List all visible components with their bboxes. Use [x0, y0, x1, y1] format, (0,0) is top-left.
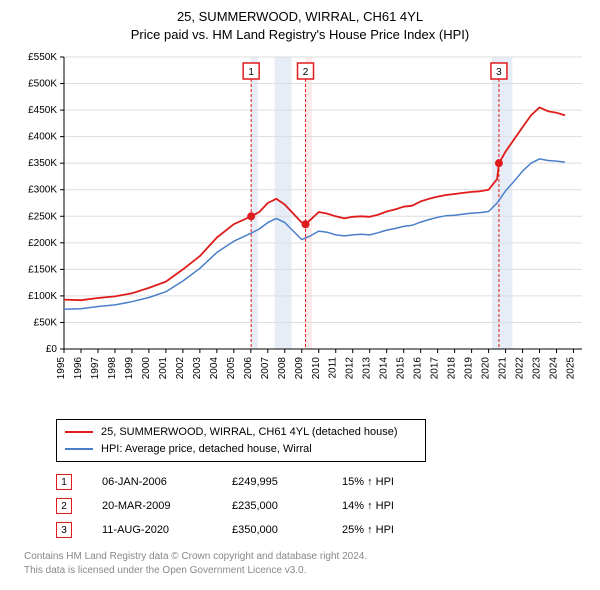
title-block: 25, SUMMERWOOD, WIRRAL, CH61 4YL Price p… — [12, 8, 588, 43]
svg-text:£350K: £350K — [28, 158, 57, 169]
event-price: £235,000 — [232, 500, 312, 512]
svg-text:2002: 2002 — [175, 357, 186, 380]
legend-swatch — [65, 448, 93, 450]
svg-text:1995: 1995 — [56, 357, 67, 380]
legend-item: 25, SUMMERWOOD, WIRRAL, CH61 4YL (detach… — [65, 424, 417, 441]
attribution-line-2: This data is licensed under the Open Gov… — [24, 564, 588, 578]
svg-text:2024: 2024 — [549, 357, 560, 380]
event-pct: 14% ↑ HPI — [342, 500, 394, 512]
svg-text:£550K: £550K — [28, 52, 57, 63]
svg-text:2018: 2018 — [447, 357, 458, 380]
svg-text:2006: 2006 — [243, 357, 254, 380]
svg-text:£250K: £250K — [28, 211, 57, 222]
event-marker: 1 — [56, 474, 72, 490]
svg-text:£200K: £200K — [28, 238, 57, 249]
title-line-1: 25, SUMMERWOOD, WIRRAL, CH61 4YL — [12, 8, 588, 26]
event-pct: 15% ↑ HPI — [342, 476, 394, 488]
event-row: 3 11-AUG-2020 £350,000 25% ↑ HPI — [56, 518, 588, 542]
svg-text:2010: 2010 — [311, 357, 322, 380]
event-marker: 2 — [56, 498, 72, 514]
event-row: 2 20-MAR-2009 £235,000 14% ↑ HPI — [56, 494, 588, 518]
svg-text:2019: 2019 — [464, 357, 475, 380]
svg-text:2016: 2016 — [413, 357, 424, 380]
svg-text:£150K: £150K — [28, 264, 57, 275]
attribution-line-1: Contains HM Land Registry data © Crown c… — [24, 550, 588, 564]
svg-text:2003: 2003 — [192, 357, 203, 380]
event-price: £350,000 — [232, 524, 312, 536]
legend-label: 25, SUMMERWOOD, WIRRAL, CH61 4YL (detach… — [101, 424, 398, 441]
event-date: 11-AUG-2020 — [102, 524, 202, 536]
svg-text:2013: 2013 — [362, 357, 373, 380]
svg-text:2005: 2005 — [226, 357, 237, 380]
legend-label: HPI: Average price, detached house, Wirr… — [101, 441, 312, 458]
svg-text:£450K: £450K — [28, 105, 57, 116]
svg-text:2021: 2021 — [498, 357, 509, 380]
attribution: Contains HM Land Registry data © Crown c… — [24, 550, 588, 577]
legend-swatch — [65, 431, 93, 433]
svg-text:3: 3 — [496, 67, 502, 78]
svg-text:£100K: £100K — [28, 291, 57, 302]
event-date: 06-JAN-2006 — [102, 476, 202, 488]
event-row: 1 06-JAN-2006 £249,995 15% ↑ HPI — [56, 470, 588, 494]
event-date: 20-MAR-2009 — [102, 500, 202, 512]
svg-text:2015: 2015 — [396, 357, 407, 380]
svg-text:1998: 1998 — [107, 357, 118, 380]
svg-text:2000: 2000 — [141, 357, 152, 380]
svg-text:2023: 2023 — [532, 357, 543, 380]
svg-text:£500K: £500K — [28, 79, 57, 90]
svg-text:1996: 1996 — [73, 357, 84, 380]
svg-text:2017: 2017 — [430, 357, 441, 380]
svg-text:2020: 2020 — [481, 357, 492, 380]
svg-text:2012: 2012 — [345, 357, 356, 380]
event-marker: 3 — [56, 522, 72, 538]
svg-text:1: 1 — [248, 67, 254, 78]
svg-text:2: 2 — [303, 67, 309, 78]
svg-text:2014: 2014 — [379, 357, 390, 380]
svg-text:2008: 2008 — [277, 357, 288, 380]
svg-text:2009: 2009 — [294, 357, 305, 380]
svg-text:1997: 1997 — [90, 357, 101, 380]
event-price: £249,995 — [232, 476, 312, 488]
svg-text:£50K: £50K — [34, 318, 58, 329]
events-table: 1 06-JAN-2006 £249,995 15% ↑ HPI 2 20-MAR-200… — [56, 470, 588, 542]
event-pct: 25% ↑ HPI — [342, 524, 394, 536]
chart-area: £0 £50K £100K £150K £200K £250K £300K £350K £400… — [12, 49, 588, 409]
line-chart: £0 £50K £100K £150K £200K £250K £300K £350K £400… — [12, 49, 588, 409]
svg-text:1999: 1999 — [124, 357, 135, 380]
svg-text:2007: 2007 — [260, 357, 271, 380]
legend: 25, SUMMERWOOD, WIRRAL, CH61 4YL (detach… — [56, 419, 426, 462]
svg-text:2022: 2022 — [515, 357, 526, 380]
svg-text:2025: 2025 — [566, 357, 577, 380]
svg-text:2011: 2011 — [328, 357, 339, 379]
title-line-2: Price paid vs. HM Land Registry's House … — [12, 26, 588, 44]
legend-item: HPI: Average price, detached house, Wirr… — [65, 441, 417, 458]
svg-text:2001: 2001 — [158, 357, 169, 380]
svg-text:£300K: £300K — [28, 185, 57, 196]
svg-text:2004: 2004 — [209, 357, 220, 380]
chart-container: 25, SUMMERWOOD, WIRRAL, CH61 4YL Price p… — [0, 0, 600, 587]
svg-text:£400K: £400K — [28, 132, 57, 143]
svg-text:£0: £0 — [46, 344, 58, 355]
